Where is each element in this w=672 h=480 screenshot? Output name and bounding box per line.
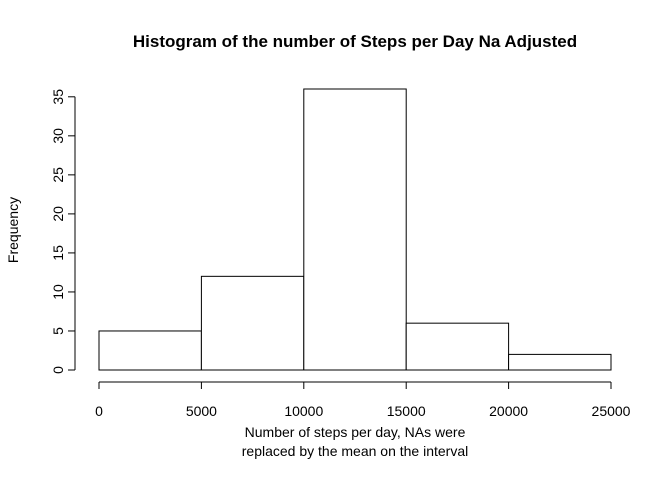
- histogram-bar: [200, 275, 305, 371]
- x-axis-label-line-2: replaced by the mean on the interval: [242, 443, 468, 459]
- x-tick-label: 0: [95, 403, 103, 419]
- y-axis: 0 5 10 15 20 25 30 35: [50, 89, 76, 374]
- bars-group: [98, 88, 612, 371]
- x-tick-label: 5000: [186, 403, 217, 419]
- y-tick-label: 20: [50, 206, 66, 222]
- chart-title: Histogram of the number of Steps per Day…: [133, 32, 577, 51]
- y-axis-label: Frequency: [5, 197, 21, 263]
- histogram-bar: [405, 322, 510, 371]
- x-axis: 0 5000 10000 15000 20000 25000: [95, 381, 631, 419]
- x-tick-label: 20000: [489, 403, 528, 419]
- x-tick-label: 10000: [284, 403, 323, 419]
- y-tick-label: 15: [50, 245, 66, 261]
- y-tick-label: 35: [50, 89, 66, 105]
- histogram-bar: [98, 330, 202, 371]
- x-tick-label: 15000: [387, 403, 426, 419]
- x-axis-label-line-1: Number of steps per day, NAs were: [245, 424, 466, 440]
- y-tick-label: 30: [50, 128, 66, 144]
- y-tick-label: 25: [50, 167, 66, 183]
- y-tick-label: 5: [50, 327, 66, 335]
- y-tick-label: 10: [50, 284, 66, 300]
- histogram-bar: [508, 353, 612, 371]
- y-tick-label: 0: [50, 366, 66, 374]
- histogram-bar: [303, 88, 407, 371]
- x-tick-label: 25000: [592, 403, 631, 419]
